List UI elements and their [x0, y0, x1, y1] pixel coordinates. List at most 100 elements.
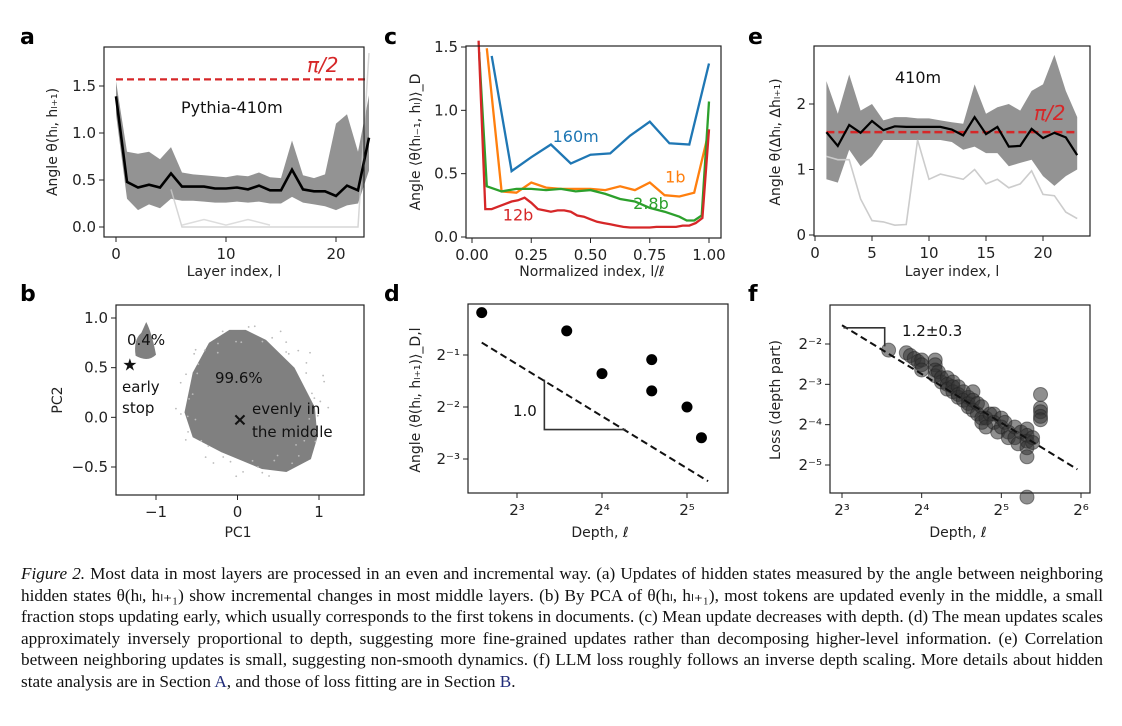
- panel-d-data-point: [646, 354, 658, 366]
- panel-a-xtick-label: 0: [111, 245, 121, 263]
- panel-b-cluster-early-stop: [135, 321, 156, 359]
- panel-d-xlabel: Depth, ℓ: [571, 525, 628, 541]
- caption-link-section-b[interactable]: B: [499, 671, 512, 691]
- panel-b-scatter-point: [261, 471, 264, 474]
- panel-d-chart: 2³ 2⁴ 2⁵ 2⁻¹ 2⁻² 2⁻³: [437, 303, 729, 519]
- panel-b-scatter-point: [200, 439, 203, 442]
- panel-c-axes-frame: [465, 45, 722, 239]
- panel-a-outlier-line: [181, 218, 271, 226]
- panel-b-scatter-point: [207, 445, 210, 447]
- panel-e-xtick-label: 5: [867, 244, 877, 262]
- panel-a-xlabel: Layer index, l: [187, 264, 282, 280]
- panel-b-early-label-1: early: [122, 378, 160, 396]
- panel-b-scatter-point: [221, 330, 224, 333]
- panel-d-ytick-label: 2⁻²: [437, 398, 460, 416]
- panel-b-scatter-point: [216, 351, 219, 354]
- panel-b-scatter-point: [273, 459, 276, 462]
- panel-b-scatter-point: [222, 456, 225, 458]
- panel-b-cluster-middle: [184, 329, 318, 472]
- panel-c-ytick-label: 0.5: [434, 165, 458, 183]
- panel-f-ylabel: Loss (depth part): [768, 340, 784, 460]
- panel-b-scatter-point: [179, 381, 182, 384]
- panel-f-data-point: [1019, 449, 1035, 465]
- panel-e-ytick-label: 1: [796, 161, 806, 179]
- panel-b-scatter-point: [295, 444, 297, 446]
- panel-c-ytick-label: 1.0: [434, 101, 458, 119]
- panel-letter-b: b: [20, 282, 36, 307]
- panel-d-data-point: [695, 432, 707, 444]
- panel-a-mean-line: [114, 96, 371, 198]
- panel-c-series-label: 1b: [665, 168, 685, 187]
- panel-d-ytick-label: 2⁻³: [437, 450, 460, 468]
- panel-e-xtick-label: 15: [976, 244, 995, 262]
- panel-b-x-marker: ×: [232, 409, 247, 430]
- panel-c-series-label: 2.8b: [633, 194, 669, 213]
- panel-b-xtick-label: 1: [314, 503, 324, 521]
- panel-b-scatter-point: [191, 393, 194, 396]
- panel-b-scatter-point: [175, 407, 177, 410]
- panel-b-even-label-2: the middle: [252, 423, 333, 441]
- panel-b-scatter-point: [276, 454, 279, 457]
- panel-f-ytick-label: 2⁻⁵: [799, 456, 822, 474]
- panel-a-xtick-label: 10: [216, 245, 235, 263]
- panel-b-scatter-point: [268, 475, 270, 477]
- panel-c-xtick-label: 0.75: [633, 246, 666, 264]
- panel-b-scatter-point: [327, 406, 330, 409]
- panel-b-scatter-point: [285, 351, 288, 353]
- panel-a-axes-frame: [103, 46, 365, 238]
- panel-b-scatter-point: [212, 462, 215, 464]
- panel-d-data-point: [681, 401, 693, 413]
- panel-b-scatter-point: [257, 466, 259, 468]
- panel-f-xlabel: Depth, ℓ: [929, 525, 986, 541]
- panel-b-scatter-point: [193, 352, 196, 355]
- panel-f-data-point: [1033, 412, 1049, 428]
- panel-d-data-point: [561, 325, 573, 337]
- panel-b-scatter-point: [271, 336, 274, 339]
- panel-b-scatter-point: [291, 462, 294, 465]
- figure-panels: a c e b d f 0 10 200.00.51.01.5 ★×−1 0 1−0.5…: [20, 25, 1091, 541]
- panel-b-ylabel: PC2: [50, 386, 66, 413]
- panel-b-scatter-point: [186, 415, 189, 418]
- panel-e-model-label: 410m: [895, 68, 941, 87]
- panel-b-scatter-point: [314, 429, 317, 432]
- panel-b-scatter-point: [194, 418, 197, 421]
- panel-d-fit-line: [481, 341, 709, 483]
- panel-c-line-12b: [477, 40, 711, 229]
- panel-c-line-2-8b: [477, 52, 711, 222]
- panel-b-pct-small: 0.4%: [127, 331, 165, 349]
- panel-b-scatter-point: [196, 372, 199, 375]
- panel-b-scatter-point: [279, 330, 282, 333]
- panel-c-ytick-label: 0.0: [434, 228, 458, 246]
- panel-b-scatter-point: [235, 475, 238, 478]
- panel-b-scatter-point: [194, 348, 197, 351]
- panel-f-data-point: [1033, 386, 1049, 402]
- panel-b-scatter-point: [235, 340, 237, 343]
- panel-f-ytick-label: 2⁻⁴: [799, 416, 822, 434]
- panel-f-xtick-label: 2⁵: [994, 501, 1010, 519]
- panel-b-ytick-label: 0.5: [84, 359, 108, 377]
- panel-c-line-1b: [485, 48, 711, 198]
- panel-e-xtick-label: 0: [810, 244, 820, 262]
- panel-c-xlabel: Normalized index, l/ℓ: [519, 264, 664, 280]
- panel-d-xtick-label: 2³: [509, 501, 525, 519]
- panel-letter-f: f: [748, 282, 758, 307]
- panel-b-scatter-point: [261, 340, 264, 343]
- caption-link-section-a[interactable]: A: [214, 671, 227, 691]
- panel-a-ytick-label: 0.5: [72, 171, 96, 189]
- panel-c-line-160m: [490, 55, 711, 174]
- panel-b-scatter-point: [314, 440, 317, 443]
- panel-c-xtick-label: 0.25: [515, 246, 548, 264]
- panel-b-scatter-point: [247, 326, 250, 328]
- caption-end: .: [511, 671, 516, 691]
- panel-b-star-marker: ★: [122, 356, 137, 376]
- panel-c-series-label: 12b: [503, 206, 534, 225]
- panel-b-even-label-1: evenly in: [252, 400, 320, 418]
- panel-b-pct-large: 99.6%: [215, 369, 263, 387]
- panel-d-data-point: [476, 307, 488, 319]
- panel-a-pi-half-label: π/2: [307, 53, 339, 77]
- panel-b-scatter-point: [311, 392, 313, 395]
- panel-e-pi-half-label: π/2: [1034, 101, 1066, 125]
- panel-e-ytick-label: 2: [796, 95, 806, 113]
- panel-b-ytick-label: 0.0: [84, 408, 108, 426]
- panel-f-xtick-label: 2⁴: [914, 501, 930, 519]
